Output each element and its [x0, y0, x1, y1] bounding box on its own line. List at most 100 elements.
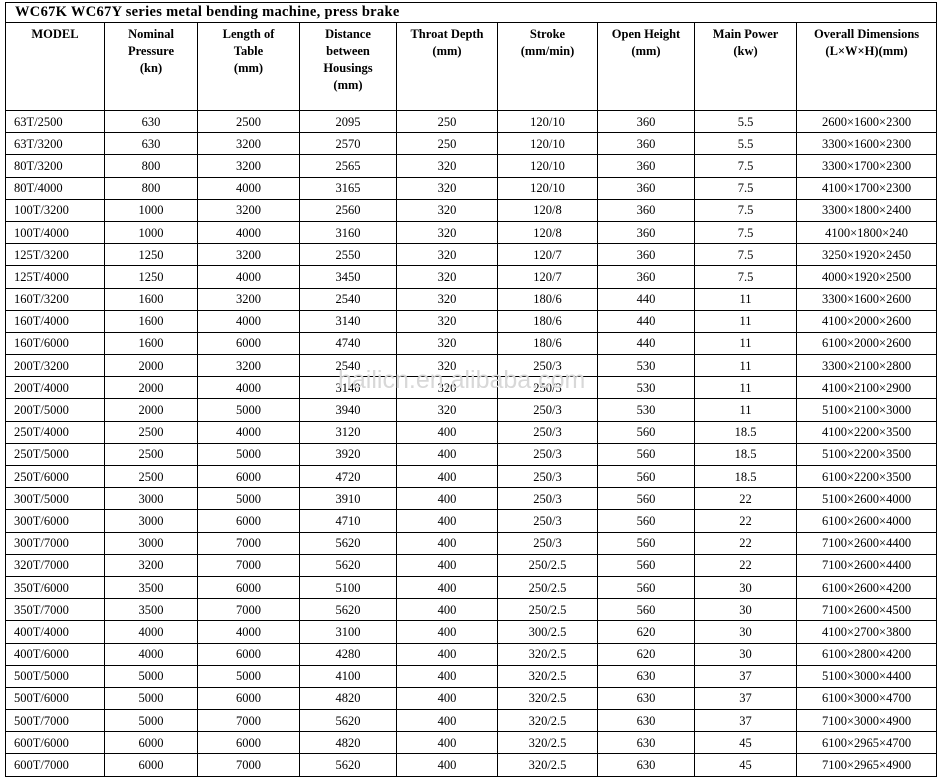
cell-housing: 5620 — [299, 753, 397, 777]
cell-throat: 400 — [396, 753, 498, 777]
cell-nominal: 1600 — [104, 287, 198, 311]
cell-housing: 2095 — [299, 109, 397, 134]
cell-nominal: 1600 — [104, 331, 198, 356]
cell-nominal: 630 — [104, 132, 198, 156]
cell-nominal: 1600 — [104, 309, 198, 333]
cell-housing: 3140 — [299, 376, 397, 400]
cell-nominal: 1250 — [104, 265, 198, 289]
cell-dimensions: 4100×2000×2600 — [795, 309, 938, 333]
column-header-line: Table — [233, 44, 264, 58]
cell-table_len: 4000 — [197, 620, 300, 644]
cell-nominal: 3500 — [104, 598, 198, 622]
column-header-line: (mm) — [631, 44, 661, 58]
cell-dimensions: 7100×2600×4500 — [795, 598, 938, 622]
cell-throat: 400 — [396, 598, 498, 622]
cell-nominal: 800 — [104, 176, 198, 200]
cell-table_len: 4000 — [197, 220, 300, 245]
column-header-line: Pressure — [127, 44, 175, 58]
cell-stroke: 250/3 — [497, 398, 598, 422]
cell-power: 30 — [694, 620, 797, 644]
cell-table_len: 3200 — [197, 243, 300, 267]
cell-power: 18.5 — [694, 464, 797, 489]
cell-nominal: 5000 — [104, 709, 198, 733]
cell-table_len: 2500 — [197, 109, 300, 134]
column-header-nominal: Nominal Pressure (kn) — [104, 22, 198, 111]
cell-power: 5.5 — [694, 132, 797, 156]
column-header-line: (kn) — [139, 61, 163, 75]
cell-nominal: 5000 — [104, 686, 198, 711]
cell-stroke: 320/2.5 — [497, 664, 598, 688]
table-row: 250T/5000 2500 5000 3920 400 250/3 560 18.5 5100… — [5, 442, 938, 467]
column-header-line: (kw) — [733, 44, 758, 58]
table-row: 320T/7000 3200 7000 5620 400 250/2.5 560 22 7100… — [5, 553, 938, 577]
table-row: 125T/3200 1250 3200 2550 320 120/7 360 7.5 3250×… — [5, 243, 938, 267]
cell-open_height: 440 — [597, 287, 695, 311]
cell-power: 7.5 — [694, 198, 797, 222]
cell-dimensions: 6100×2965×4700 — [795, 731, 938, 755]
cell-dimensions: 7100×2600×4400 — [795, 531, 938, 555]
cell-throat: 320 — [396, 265, 498, 289]
table-row: 125T/4000 1250 4000 3450 320 120/7 360 7.5 4000×… — [5, 265, 938, 289]
cell-power: 45 — [694, 753, 797, 777]
cell-dimensions: 2600×1600×2300 — [795, 109, 938, 134]
cell-table_len: 6000 — [197, 686, 300, 711]
cell-throat: 320 — [396, 287, 498, 311]
cell-housing: 3940 — [299, 398, 397, 422]
cell-nominal: 3000 — [104, 487, 198, 511]
cell-stroke: 250/3 — [497, 420, 598, 444]
cell-power: 37 — [694, 709, 797, 733]
cell-stroke: 120/7 — [497, 243, 598, 267]
cell-dimensions: 6100×2800×4200 — [795, 642, 938, 666]
cell-dimensions: 6100×2200×3500 — [795, 464, 938, 489]
cell-table_len: 3200 — [197, 287, 300, 311]
column-header-line: Main Power — [712, 27, 779, 41]
cell-model: 400T/6000 — [5, 642, 105, 666]
cell-open_height: 360 — [597, 198, 695, 222]
cell-model: 300T/7000 — [5, 531, 105, 555]
table-row: 400T/6000 4000 6000 4280 400 320/2.5 620 30 6100… — [5, 642, 938, 666]
cell-dimensions: 5100×2100×3000 — [795, 398, 938, 422]
cell-open_height: 630 — [597, 753, 695, 777]
table-row: 80T/3200 800 3200 2565 320 120/10 360 7.5 3300×1… — [5, 154, 938, 178]
cell-model: 160T/6000 — [5, 331, 105, 356]
cell-power: 7.5 — [694, 154, 797, 178]
cell-housing: 5620 — [299, 553, 397, 577]
cell-stroke: 120/8 — [497, 198, 598, 222]
cell-housing: 3120 — [299, 420, 397, 444]
cell-nominal: 3000 — [104, 531, 198, 555]
cell-housing: 3450 — [299, 265, 397, 289]
cell-table_len: 7000 — [197, 553, 300, 577]
column-header-table_len: Length of Table (mm) — [197, 22, 300, 111]
cell-nominal: 1250 — [104, 243, 198, 267]
cell-stroke: 320/2.5 — [497, 642, 598, 666]
cell-housing: 2570 — [299, 132, 397, 156]
cell-throat: 250 — [396, 132, 498, 156]
cell-housing: 5100 — [299, 575, 397, 600]
cell-open_height: 440 — [597, 309, 695, 333]
cell-model: 160T/3200 — [5, 287, 105, 311]
cell-table_len: 6000 — [197, 464, 300, 489]
table-row: 200T/3200 2000 3200 2540 320 250/3 530 11 3300×2… — [5, 354, 938, 378]
cell-power: 22 — [694, 531, 797, 555]
cell-throat: 320 — [396, 309, 498, 333]
cell-model: 200T/5000 — [5, 398, 105, 422]
cell-throat: 400 — [396, 420, 498, 444]
cell-table_len: 6000 — [197, 331, 300, 356]
cell-nominal: 2000 — [104, 354, 198, 378]
cell-power: 22 — [694, 509, 797, 533]
cell-stroke: 250/3 — [497, 531, 598, 555]
cell-model: 250T/4000 — [5, 420, 105, 444]
column-header-line: Overall Dimensions — [813, 27, 920, 41]
table-header: WC67K WC67Y series metal bending machine… — [5, 2, 938, 111]
spec-table-container: WC67K WC67Y series metal bending machine… — [5, 2, 938, 777]
cell-throat: 400 — [396, 575, 498, 600]
cell-housing: 3140 — [299, 309, 397, 333]
cell-nominal: 2500 — [104, 420, 198, 444]
column-header-line: between — [326, 44, 370, 58]
column-header-line: Throat Depth — [410, 27, 484, 41]
column-header-dimensions: Overall Dimensions (L×W×H)(mm) — [795, 22, 938, 111]
cell-throat: 250 — [396, 109, 498, 134]
cell-nominal: 1000 — [104, 198, 198, 222]
column-header-line: MODEL — [31, 27, 79, 41]
cell-stroke: 120/7 — [497, 265, 598, 289]
